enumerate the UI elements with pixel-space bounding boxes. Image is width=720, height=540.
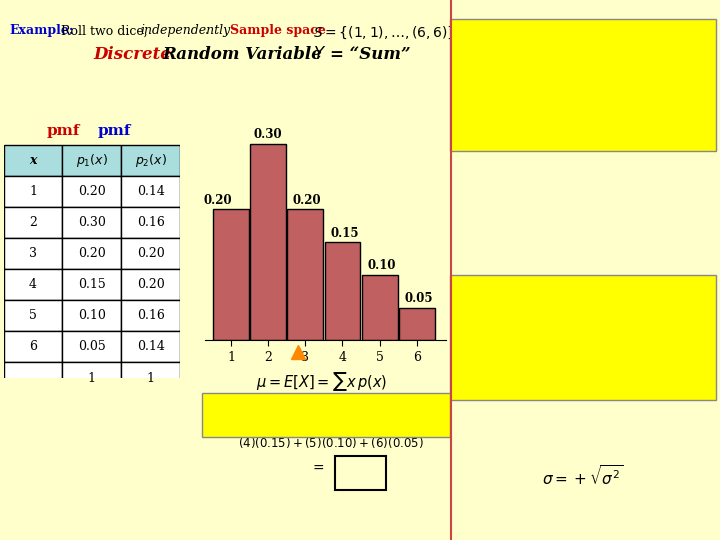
Bar [121,269,180,300]
Text: 0.20: 0.20 [78,185,106,198]
Bar [63,362,121,394]
Text: 0.20: 0.20 [137,278,164,292]
Text: $p_2(x)$: $p_2(x)$ [135,152,166,169]
Text: Discrete: Discrete [94,46,171,63]
Text: 3: 3 [29,247,37,260]
Text: 6: 6 [29,340,37,354]
Bar [121,362,180,394]
Text: $= \sum(x-\mu)^2\,p(x)$: $= \sum(x-\mu)^2\,p(x)$ [532,66,634,86]
Bar [4,269,63,300]
Bar [63,176,121,207]
FancyBboxPatch shape [450,275,716,400]
Text: $= (1)(0.20) + (2)(0.30) + (3)(0.20) +$: $= (1)(0.20) + (2)(0.30) + (3)(0.20) +$ [212,410,423,426]
Text: 5: 5 [29,309,37,322]
Text: 0.05: 0.05 [405,292,433,305]
Bar [63,207,121,238]
Text: Sample space: Sample space [230,24,326,37]
Bar [287,210,323,340]
Text: $\mathbf{2.8}$: $\mathbf{2.8}$ [348,460,374,474]
Text: 0.10: 0.10 [367,259,396,272]
Text: 0.15: 0.15 [78,278,106,292]
Text: pmf: pmf [47,124,81,138]
Text: $\sigma = +\sqrt{\sigma^2}$: $\sigma = +\sqrt{\sigma^2}$ [542,464,624,488]
Bar [121,145,180,176]
Text: independently: independently [140,24,230,37]
Text: 4: 4 [29,278,37,292]
Text: $= \sum x^2 p(x) - \mu^2$: $= \sum x^2 p(x) - \mu^2$ [535,319,631,339]
Text: $\mu = E[X] = \sum x\, p(x)$: $\mu = E[X] = \sum x\, p(x)$ [256,370,387,393]
Text: 1: 1 [29,185,37,198]
Text: 0.15: 0.15 [330,227,359,240]
Text: pmf: pmf [97,124,131,138]
Bar [213,210,249,340]
Text: = “Sum”: = “Sum” [330,46,410,63]
Text: $\sigma^2 = E\left[X^2\right] - E[X]^2$: $\sigma^2 = E\left[X^2\right] - E[X]^2$ [528,289,639,306]
FancyBboxPatch shape [335,456,386,490]
Text: 0.20: 0.20 [293,194,322,207]
Bar [121,238,180,269]
FancyBboxPatch shape [450,19,716,151]
Bar [4,176,63,207]
Bar [63,238,121,269]
Text: 0.14: 0.14 [137,340,165,354]
Bar [121,176,180,207]
Bar [63,300,121,332]
Bar [251,144,287,340]
Text: 0.16: 0.16 [137,309,165,322]
Text: $S = \{(1,1),\ldots,(6,6)\}$: $S = \{(1,1),\ldots,(6,6)\}$ [313,24,456,40]
Text: $p_1(x)$: $p_1(x)$ [76,152,108,169]
Text: 0.20: 0.20 [78,247,106,260]
Bar [361,275,397,340]
Bar [4,145,63,176]
Bar [325,242,361,340]
Bar [63,269,121,300]
Text: $Y$: $Y$ [313,46,326,63]
Text: $(4)(0.15) + (5)(0.10) + (6)(0.05)$: $(4)(0.15) + (5)(0.10) + (6)(0.05)$ [238,435,423,450]
Text: 1: 1 [88,372,96,384]
Text: .: . [204,24,208,37]
Text: 0.20: 0.20 [137,247,164,260]
Text: 0.16: 0.16 [137,216,165,229]
Bar [4,238,63,269]
Text: $\sigma^2 = E\left[(X-\mu)^2\right]$: $\sigma^2 = E\left[(X-\mu)^2\right]$ [536,35,630,55]
Text: 0.05: 0.05 [78,340,106,354]
Bar [4,362,63,394]
Bar [63,332,121,362]
Text: 0.20: 0.20 [204,194,233,207]
Bar [121,300,180,332]
Text: 1: 1 [147,372,155,384]
Text: 2: 2 [29,216,37,229]
Bar [4,207,63,238]
Bar [121,332,180,362]
Text: 0.30: 0.30 [78,216,106,229]
Text: 0.14: 0.14 [137,185,165,198]
Text: Example:: Example: [9,24,74,37]
Bar [121,207,180,238]
Text: Roll two dice,: Roll two dice, [61,24,148,37]
Bar [4,300,63,332]
Text: x: x [30,154,37,167]
Text: $=$: $=$ [310,460,325,474]
Bar [4,332,63,362]
Text: Random Variable: Random Variable [162,46,322,63]
Text: 0.30: 0.30 [254,129,282,141]
Text: 0.10: 0.10 [78,309,106,322]
Bar [399,307,435,340]
Bar [63,145,121,176]
